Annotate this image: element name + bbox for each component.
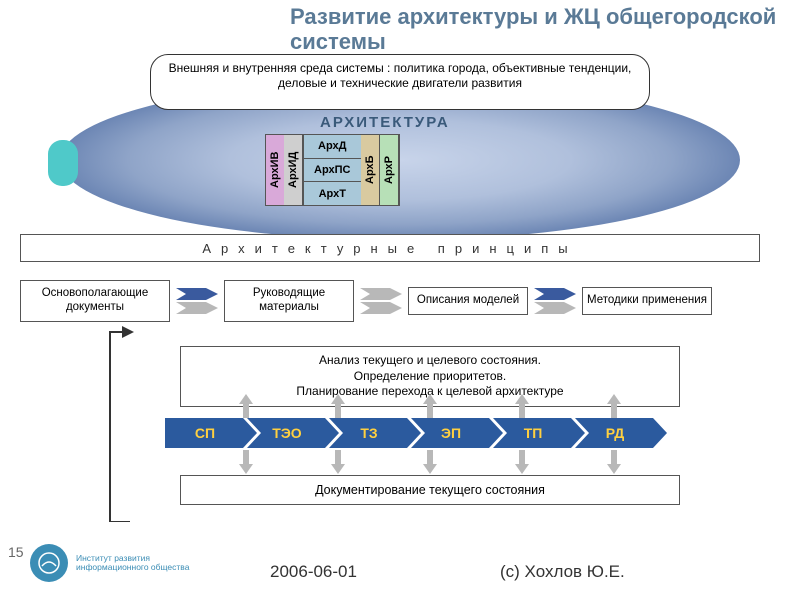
arch-col-id: АрхИД [284, 135, 303, 205]
doc-box-models: Описания моделей [408, 287, 528, 315]
arch-col-b: АрхБ [361, 135, 380, 205]
chevron-рд: РД [575, 418, 667, 448]
principles-text: Архитектурные принципы [202, 241, 577, 256]
architecture-heading: АРХИТЕКТУРА [320, 114, 450, 131]
arrow-pair-3 [534, 288, 576, 314]
up-arrows-row [200, 394, 660, 418]
chevron-сп: СП [165, 418, 257, 448]
arrow-pair-1 [176, 288, 218, 314]
chevron-row: СП ТЭО ТЗ ЭП ТП РД [165, 418, 657, 448]
environment-box: Внешняя и внутренняя среда системы : пол… [150, 54, 650, 110]
chevron-тэо: ТЭО [247, 418, 339, 448]
logo-circle-icon [30, 544, 68, 582]
page-number: 15 [8, 544, 24, 560]
feedback-loop-arrow [100, 322, 140, 522]
principles-bar: Архитектурные принципы [20, 234, 760, 262]
analysis-line1: Анализ текущего и целевого состояния.Опр… [191, 353, 669, 400]
footer-date: 2006-06-01 [270, 562, 357, 582]
doc-box-founding: Основополагающие документы [20, 280, 170, 322]
logo-line2: информационного общества [76, 563, 189, 572]
teal-pill-shape [48, 140, 78, 186]
arch-cell-t: АрхТ [304, 181, 361, 205]
arch-cell-d: АрхД [304, 135, 361, 158]
page-title: Развитие архитектуры и ЖЦ общегородской … [290, 4, 790, 55]
arch-cell-ps: АрхПС [304, 158, 361, 182]
footer-author: (с) Хохлов Ю.Е. [500, 562, 625, 582]
documents-row: Основополагающие документы Руководящие м… [20, 280, 780, 322]
down-arrows-row [200, 450, 660, 474]
institute-logo: Институт развития информационного общест… [30, 544, 189, 582]
chevron-эп: ЭП [411, 418, 503, 448]
logo-text: Институт развития информационного общест… [76, 554, 189, 573]
doc-box-methods: Методики применения [582, 287, 712, 315]
chevron-тз: ТЗ [329, 418, 421, 448]
documentation-state-box: Документирование текущего состояния [180, 475, 680, 505]
arch-col-iv: АрхИВ [266, 135, 284, 205]
arrow-pair-2 [360, 288, 402, 314]
architecture-group: АрхИВ АрхИД АрхД АрхПС АрхТ АрхБ АрхР [265, 134, 400, 206]
doc-box-guiding: Руководящие материалы [224, 280, 354, 322]
chevron-тп: ТП [493, 418, 585, 448]
arch-stack: АрхД АрхПС АрхТ [303, 135, 361, 205]
arch-col-r: АрхР [380, 135, 399, 205]
